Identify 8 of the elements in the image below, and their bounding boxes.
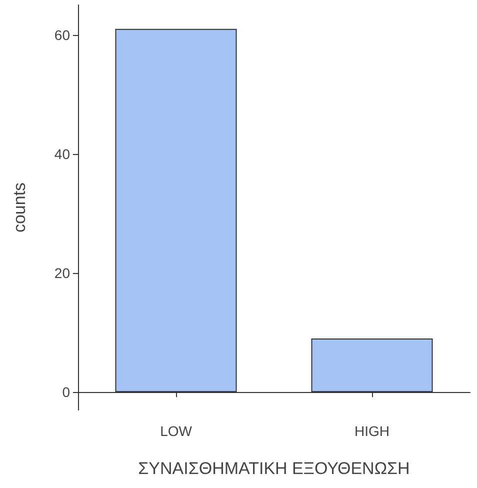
y-tick-label: 60: [54, 26, 70, 43]
x-tick-label: HIGH: [354, 423, 390, 439]
y-axis-title: counts: [10, 182, 29, 233]
y-tick-label: 20: [54, 265, 70, 282]
x-tick-label: LOW: [160, 423, 193, 439]
x-axis-title: ΣΥΝΑΙΣΘΗΜΑΤΙΚΗ ΕΞΟΥΘΕΝΩΣΗ: [138, 459, 410, 478]
y-tick-label: 40: [54, 146, 70, 162]
y-tick-label: 0: [62, 384, 70, 400]
